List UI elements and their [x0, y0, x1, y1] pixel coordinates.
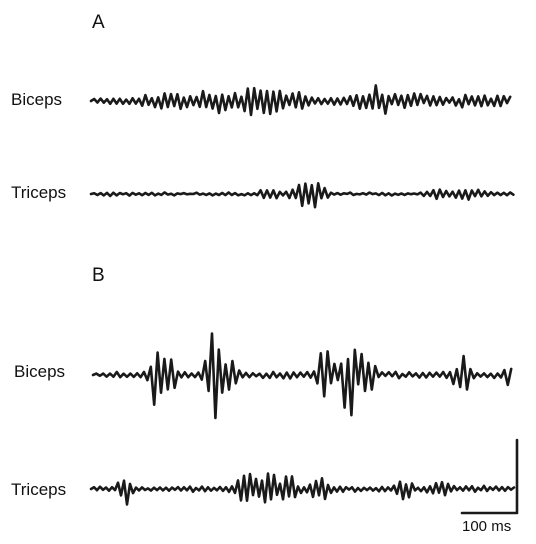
panel-a-triceps-trace	[89, 182, 515, 209]
panel-b-biceps-trace	[91, 332, 513, 420]
panel-a-biceps-trace	[89, 84, 512, 117]
panel-a-letter: A	[92, 12, 105, 33]
scale-bar	[460, 438, 519, 515]
panel-b-triceps-label: Triceps	[11, 480, 67, 499]
scale-bar-label: 100 ms	[462, 518, 512, 535]
panel-a-triceps-label: Triceps	[11, 183, 67, 202]
panel-a-biceps-label: Biceps	[11, 90, 63, 109]
panel-b-biceps-label: Biceps	[14, 362, 66, 381]
panel-b-letter: B	[92, 265, 105, 286]
panel-b-triceps-trace	[89, 472, 516, 506]
